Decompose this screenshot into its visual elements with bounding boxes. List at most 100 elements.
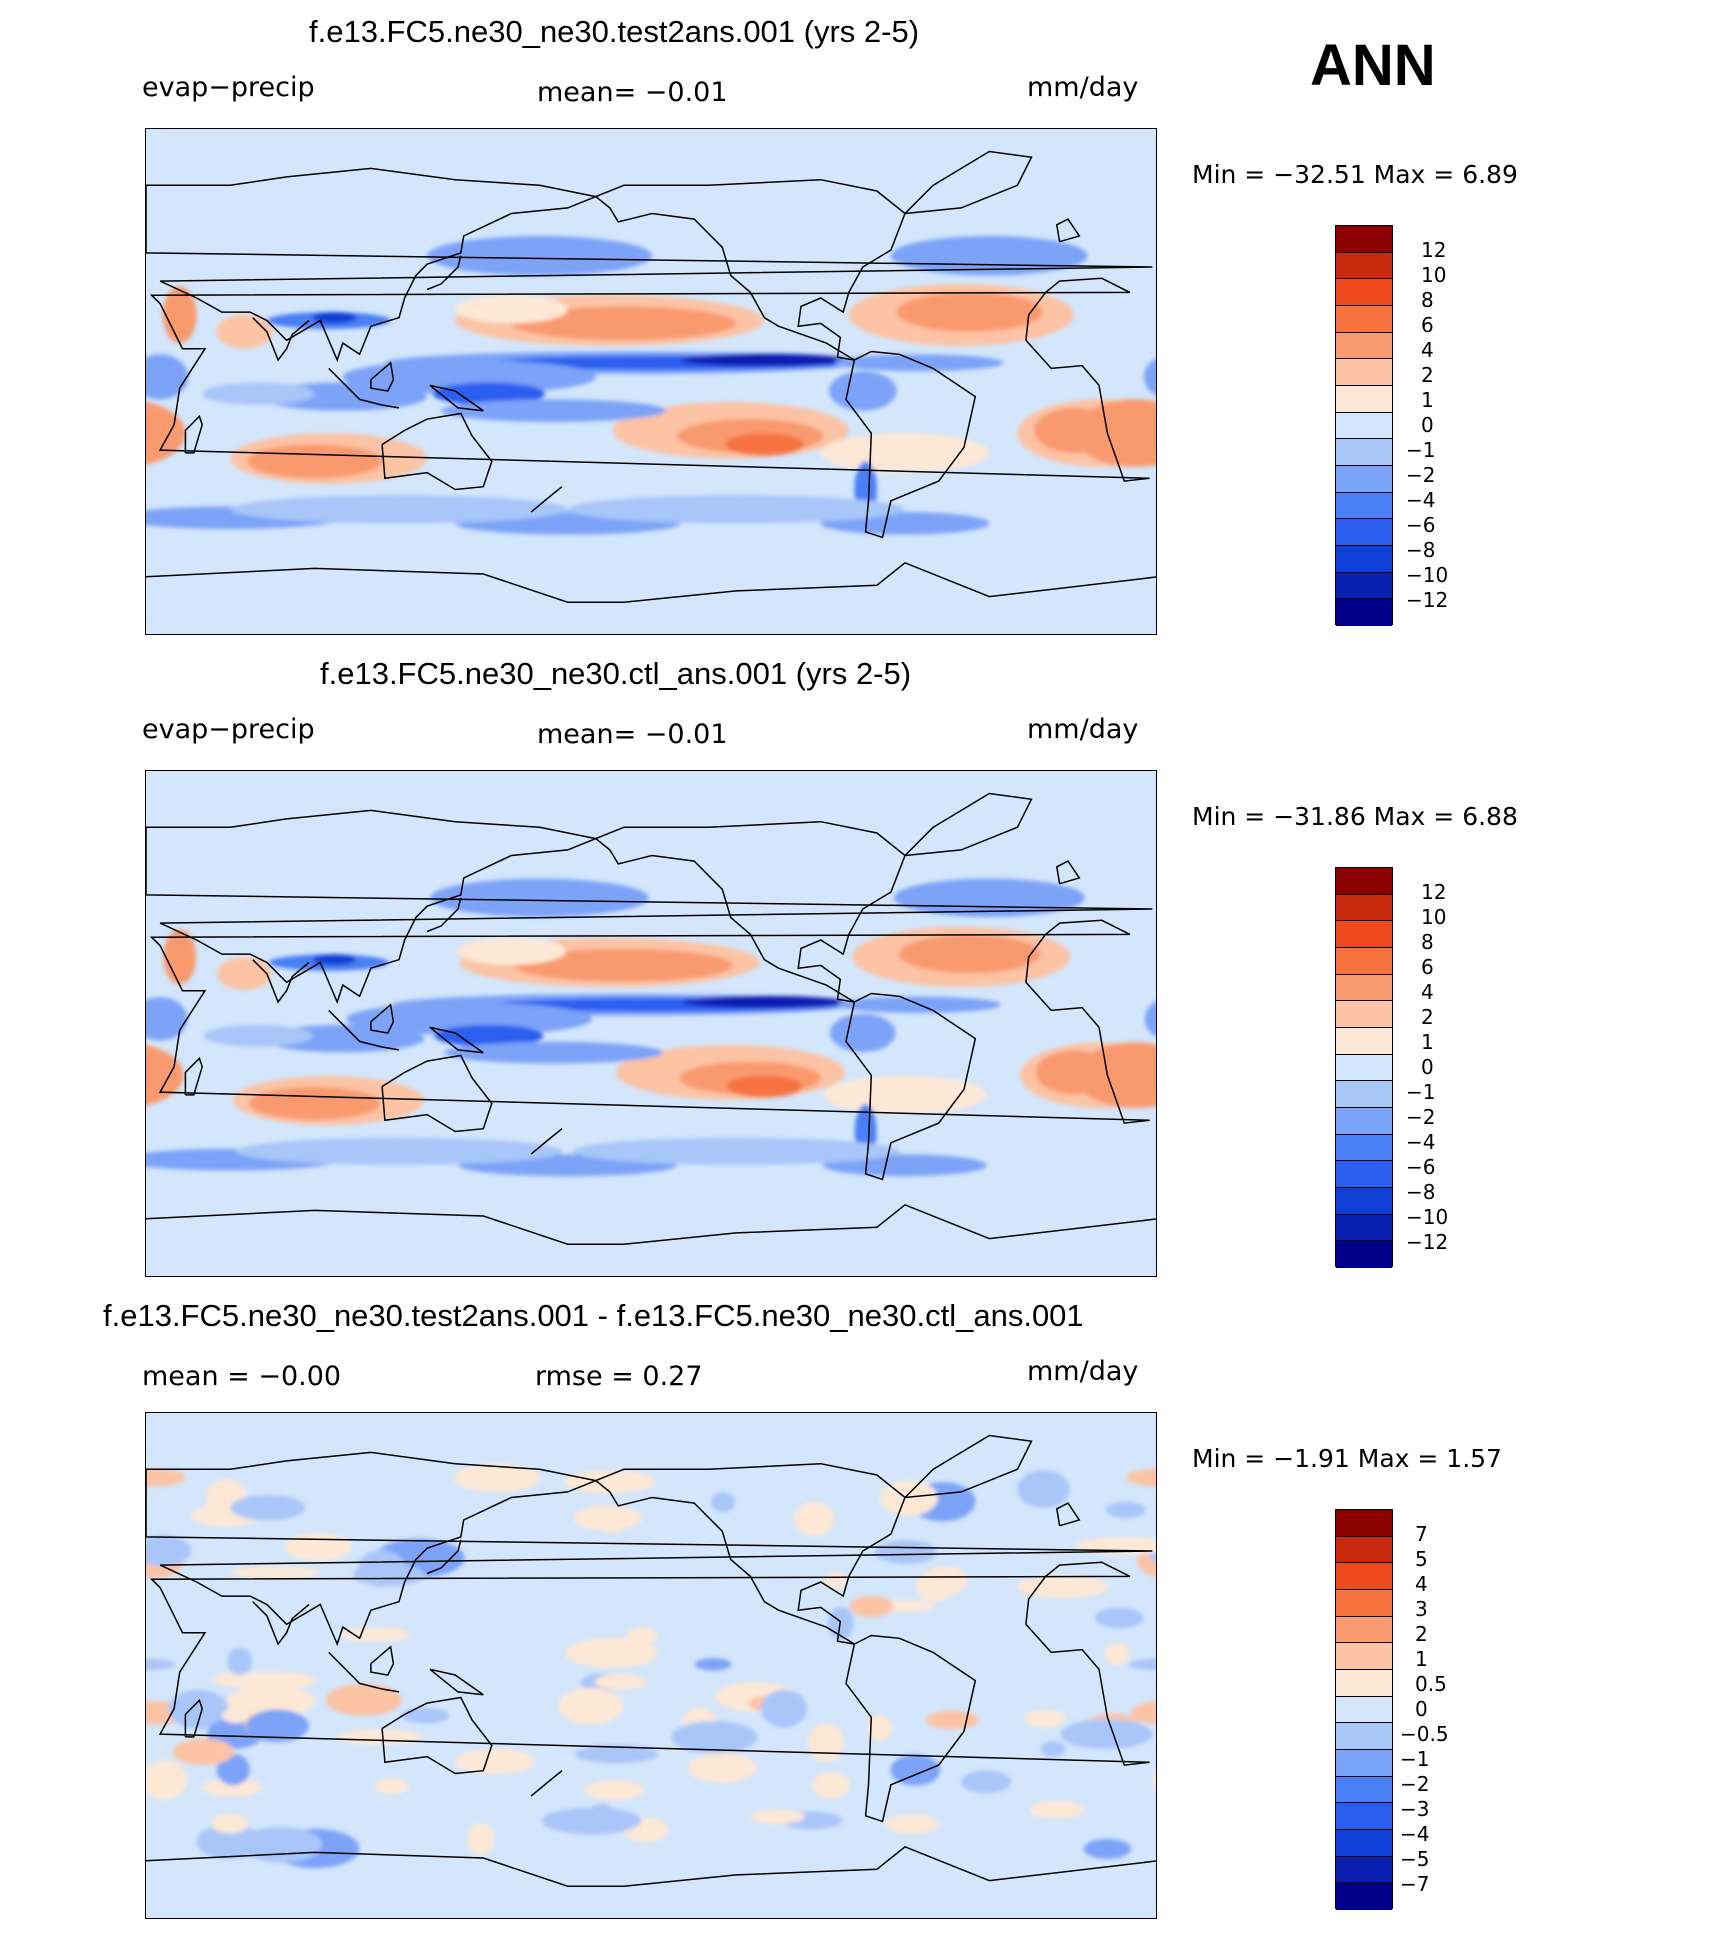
contour-region (374, 1778, 409, 1795)
colorbar-tick-label: −4 (1406, 1130, 1436, 1154)
contour-region (202, 382, 315, 406)
contour-region (682, 995, 847, 1008)
contour-region (1104, 1642, 1130, 1666)
colorbar-tick-label: 4 (1421, 338, 1434, 362)
panel-2-colorbar-labels: 12 10 8 6 4 2 1 0 −1 −2 −4 −6 −8 −10 −12 (1406, 867, 1526, 1267)
panel-2-mean-label: mean= −0.01 (537, 719, 728, 750)
contour-region (823, 1571, 848, 1590)
coastline (904, 1434, 1033, 1499)
contour-region (811, 1772, 851, 1799)
colorbar-swatch (1336, 1749, 1392, 1777)
coastline (904, 792, 1033, 857)
contour-region (671, 1721, 758, 1754)
coastline (426, 1539, 462, 1575)
colorbar-swatch (1336, 1510, 1392, 1537)
coastline (146, 1203, 1156, 1245)
coastline (530, 486, 563, 513)
colorbar-swatch (1336, 1563, 1392, 1590)
contour-region (340, 1627, 411, 1642)
colorbar-tick-label: 6 (1421, 313, 1434, 337)
contour-region (563, 1470, 657, 1494)
coastline (146, 167, 1153, 363)
colorbar-swatch (1336, 1803, 1392, 1830)
colorbar-tick-label: 2 (1421, 363, 1434, 387)
contour-region (441, 399, 667, 422)
contour-region (240, 1826, 322, 1863)
coastline (595, 1462, 906, 1645)
panel-3-mean-label: mean = −0.00 (142, 1361, 342, 1392)
contour-region (230, 1495, 306, 1521)
contour-region (227, 1647, 253, 1676)
contour-region (235, 1137, 563, 1165)
contour-region (823, 1075, 987, 1115)
contour-region (249, 1086, 381, 1120)
contour-region (1128, 1658, 1156, 1671)
contour-region (896, 292, 1043, 332)
panel-2-colorbar (1335, 867, 1393, 1268)
contour-region (162, 286, 197, 344)
contour-region (216, 314, 273, 349)
colorbar-tick-label: −8 (1406, 1180, 1436, 1204)
colorbar-tick-label: −7 (1400, 1872, 1430, 1896)
coastline (146, 1845, 1156, 1887)
contour-region (284, 1532, 352, 1561)
contour-region (572, 1137, 900, 1165)
coastline (845, 350, 977, 539)
colorbar-tick-label: −12 (1406, 1230, 1449, 1254)
contour-region (926, 1710, 980, 1730)
colorbar-tick-label: −6 (1406, 513, 1436, 537)
colorbar-swatch (1336, 1856, 1392, 1884)
coastline (426, 255, 462, 291)
contour-region (336, 1729, 422, 1745)
colorbar-swatch (1336, 412, 1392, 440)
contour-region (829, 371, 897, 411)
coastline (252, 317, 310, 362)
colorbar-tick-label: 0 (1421, 413, 1434, 437)
contour-region (325, 1683, 402, 1716)
contour-region (221, 1707, 251, 1724)
contour-region (1143, 358, 1156, 396)
panel-1-minmax: Min = −32.51 Max = 6.89 (1192, 160, 1518, 189)
contour-region (726, 1075, 803, 1098)
contour-region (1023, 1709, 1066, 1728)
colorbar-swatch (1336, 1134, 1392, 1162)
colorbar-tick-label: 0 (1421, 1055, 1434, 1079)
coastline (328, 367, 400, 409)
contour-region (1144, 1001, 1156, 1037)
colorbar-swatch (1336, 868, 1392, 895)
contour-region (168, 1689, 228, 1729)
colorbar-tick-label: 8 (1421, 930, 1434, 954)
colorbar-tick-label: −8 (1406, 538, 1436, 562)
colorbar-swatch (1336, 1027, 1392, 1055)
coastline (252, 1601, 310, 1646)
contour-region (1029, 1800, 1085, 1819)
contour-region (432, 382, 546, 406)
colorbar-swatch (1336, 1001, 1392, 1028)
colorbar-swatch (1336, 572, 1392, 600)
coastline (184, 414, 203, 454)
colorbar-tick-label: 10 (1421, 905, 1447, 929)
coastline (426, 897, 462, 933)
coastline (530, 1128, 563, 1155)
coastline (328, 1651, 400, 1693)
contour-region (401, 1707, 450, 1724)
contour-region (596, 1507, 628, 1534)
colorbar-tick-label: 2 (1421, 1005, 1434, 1029)
colorbar-tick-label: 2 (1415, 1622, 1428, 1646)
panel-3-units-label: mm/day (1027, 1356, 1139, 1387)
colorbar-tick-label: −1 (1406, 1080, 1436, 1104)
contour-region (216, 1753, 250, 1786)
colorbar-tick-label: −6 (1406, 1155, 1436, 1179)
colorbar-swatch (1336, 1669, 1392, 1697)
contour-region (146, 1760, 188, 1800)
panel-3-rmse-label: rmse = 0.27 (535, 1361, 703, 1392)
contour-region (885, 1814, 940, 1834)
coastline (381, 1696, 493, 1775)
contour-region (453, 1463, 541, 1493)
contour-region (342, 359, 596, 394)
colorbar-swatch (1336, 1536, 1392, 1564)
coastline (370, 361, 395, 392)
contour-region (710, 1492, 735, 1513)
contour-region (823, 1154, 987, 1177)
coastline (595, 820, 906, 1003)
